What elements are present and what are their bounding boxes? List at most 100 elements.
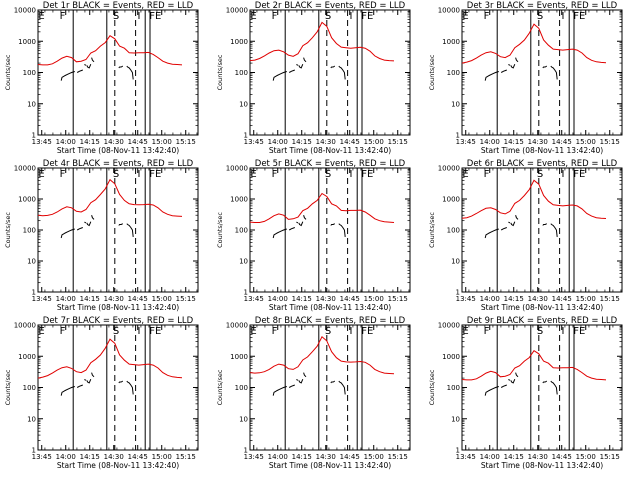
x-tick-label: 14:15 bbox=[292, 453, 312, 461]
panel-title: Det 5r BLACK = Events, RED = LLD bbox=[255, 159, 406, 169]
x-tick-label: 15:00 bbox=[576, 295, 596, 303]
series-black-events bbox=[76, 227, 83, 231]
series-black-events bbox=[484, 71, 499, 81]
series-black-events bbox=[298, 221, 304, 227]
y-tick-label: 10 bbox=[239, 258, 248, 266]
x-tick-label: 15:15 bbox=[600, 453, 620, 461]
x-axis-label: Start Time (08-Nov-11 13:42:40) bbox=[269, 146, 391, 155]
y-tick-label: 1000 bbox=[442, 38, 460, 46]
y-tick-label: 1 bbox=[32, 447, 36, 455]
x-axis-label: Start Time (08-Nov-11 13:42:40) bbox=[269, 303, 391, 312]
x-tick-label: 15:00 bbox=[364, 295, 384, 303]
series-black-events bbox=[126, 65, 134, 80]
x-tick-label: 14:15 bbox=[504, 138, 524, 146]
series-black-events bbox=[515, 372, 519, 378]
y-tick-label: 10 bbox=[239, 100, 248, 108]
series-black-events bbox=[272, 228, 287, 239]
y-axis-label: Counts/sec bbox=[4, 369, 12, 405]
marker-fe: FE bbox=[361, 169, 373, 180]
x-tick-label: 14:45 bbox=[128, 138, 148, 146]
y-tick-label: 10 bbox=[27, 258, 36, 266]
series-black-events bbox=[542, 380, 548, 384]
y-tick-label: 100 bbox=[447, 384, 460, 392]
marker-s: S bbox=[113, 326, 119, 337]
series-black-events bbox=[338, 65, 346, 80]
x-tick-label: 13:45 bbox=[244, 138, 264, 146]
series-black-events bbox=[550, 223, 558, 237]
y-tick-label: 100 bbox=[235, 384, 248, 392]
series-black-events bbox=[76, 384, 83, 388]
marker-f: F bbox=[60, 169, 66, 180]
marker-s: S bbox=[113, 169, 119, 180]
series-black-events bbox=[515, 215, 519, 220]
x-axis-label: Start Time (08-Nov-11 13:42:40) bbox=[269, 461, 391, 470]
series-black-events bbox=[126, 380, 134, 395]
marker-e: E bbox=[38, 326, 44, 337]
panel-title: Det 1r BLACK = Events, RED = LLD bbox=[43, 1, 194, 11]
series-black-events bbox=[296, 221, 299, 224]
y-tick-label: 10000 bbox=[226, 165, 248, 173]
series-black-events bbox=[508, 379, 511, 381]
x-tick-label: 15:15 bbox=[388, 295, 408, 303]
y-tick-label: 10000 bbox=[438, 165, 460, 173]
panel-8: Det 8r BLACK = Events, RED = LLD 1 10 100 10… bbox=[216, 316, 411, 470]
y-tick-label: 100 bbox=[447, 69, 460, 77]
y-axis-label: Counts/sec bbox=[4, 54, 12, 90]
x-tick-label: 14:45 bbox=[552, 295, 572, 303]
panel-title: Det 3r BLACK = Events, RED = LLD bbox=[467, 1, 618, 11]
series-red-lld bbox=[249, 21, 395, 62]
axis-frame bbox=[37, 324, 199, 451]
marker-s: S bbox=[325, 326, 331, 337]
series-black-events bbox=[298, 64, 304, 69]
series-black-events bbox=[288, 227, 295, 231]
y-axis-label: Counts/sec bbox=[216, 54, 224, 90]
series-black-events bbox=[84, 379, 87, 381]
marker-s: S bbox=[537, 11, 543, 22]
series-black-events bbox=[126, 223, 134, 237]
x-tick-label: 14:45 bbox=[340, 138, 360, 146]
y-tick-label: 10 bbox=[27, 415, 36, 423]
x-tick-label: 14:45 bbox=[340, 295, 360, 303]
series-black-events bbox=[484, 386, 499, 396]
series-red-lld bbox=[37, 178, 183, 217]
series-black-events bbox=[91, 372, 95, 378]
x-axis-label: Start Time (08-Nov-11 13:42:40) bbox=[57, 146, 179, 155]
x-tick-label: 14:30 bbox=[316, 138, 336, 146]
x-tick-label: 15:15 bbox=[176, 138, 196, 146]
marker-f: F bbox=[272, 11, 278, 22]
x-axis-label: Start Time (08-Nov-11 13:42:40) bbox=[57, 303, 179, 312]
y-tick-label: 1 bbox=[456, 289, 460, 297]
y-tick-label: 100 bbox=[23, 384, 36, 392]
marker-fe: FE bbox=[149, 326, 161, 337]
x-tick-label: 14:15 bbox=[80, 295, 100, 303]
marker-s: S bbox=[325, 169, 331, 180]
series-black-events bbox=[118, 380, 124, 384]
series-black-events bbox=[91, 215, 95, 220]
y-tick-label: 1 bbox=[244, 289, 248, 297]
y-tick-label: 10000 bbox=[14, 7, 36, 15]
y-tick-label: 1000 bbox=[230, 196, 248, 204]
x-tick-label: 14:00 bbox=[480, 138, 500, 146]
x-tick-label: 15:15 bbox=[176, 295, 196, 303]
marker-s: S bbox=[113, 11, 119, 22]
marker-e: E bbox=[462, 326, 468, 337]
x-tick-label: 14:00 bbox=[268, 138, 288, 146]
series-black-events bbox=[296, 64, 299, 66]
panel-title: Det 4r BLACK = Events, RED = LLD bbox=[43, 159, 194, 169]
y-tick-label: 10 bbox=[27, 100, 36, 108]
y-axis-label: Counts/sec bbox=[428, 369, 436, 405]
y-tick-label: 10 bbox=[451, 100, 460, 108]
marker-s: S bbox=[537, 326, 543, 337]
marker-i: I bbox=[138, 326, 141, 337]
panel-2: Det 2r BLACK = Events, RED = LLD 1 10 100 10… bbox=[216, 1, 411, 155]
marker-i: I bbox=[350, 11, 353, 22]
y-tick-label: 100 bbox=[23, 227, 36, 235]
series-black-events bbox=[510, 221, 516, 227]
marker-i: I bbox=[138, 169, 141, 180]
x-tick-label: 14:00 bbox=[480, 453, 500, 461]
x-tick-label: 14:00 bbox=[268, 453, 288, 461]
marker-f: F bbox=[60, 11, 66, 22]
series-black-events bbox=[330, 380, 336, 384]
series-black-events bbox=[86, 64, 92, 69]
